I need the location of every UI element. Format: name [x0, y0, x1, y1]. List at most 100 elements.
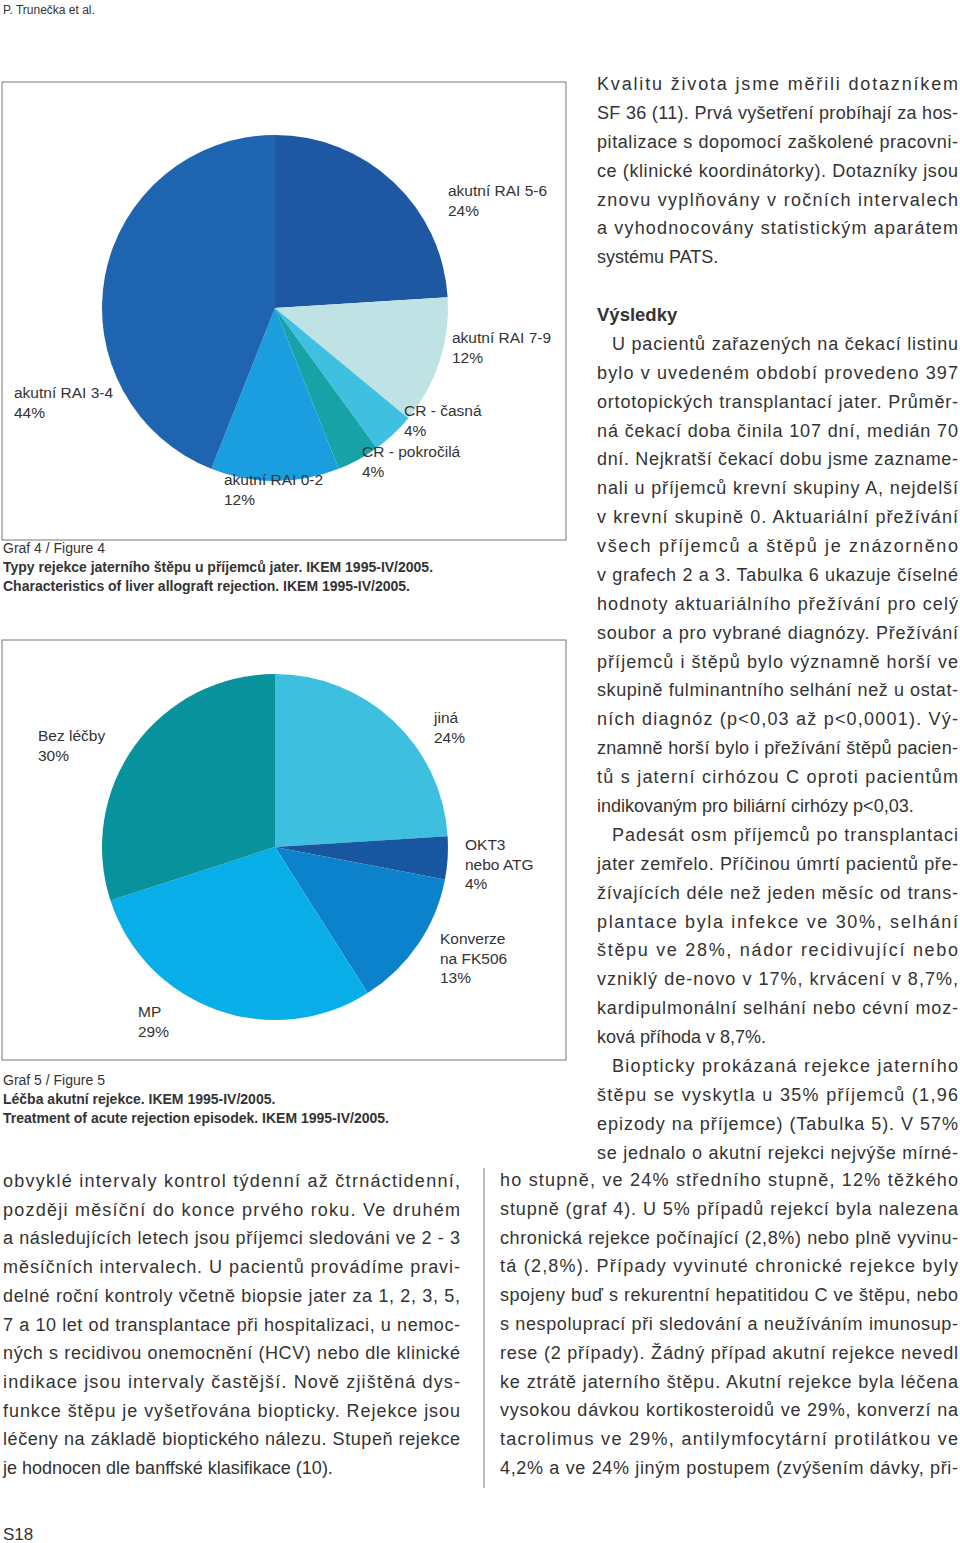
body-line: se jednalo o akutní rejekci nejvýše mírn…	[597, 1143, 958, 1163]
slice-value: 24%	[448, 202, 479, 219]
body-line: 4,2% a ve 24% jiným postupem (zvýšením d…	[500, 1458, 958, 1478]
body-line: indikace jsou intervaly častější. Nově z…	[3, 1372, 460, 1392]
caption-subtitle: Characteristics of liver allograft rejec…	[3, 578, 410, 594]
slice-value: 4%	[465, 875, 488, 892]
body-line: chronická rejekce počínající (2,8%) nebo…	[500, 1228, 958, 1248]
body-line: hodnoty aktuariálního přežívání pro celý	[597, 594, 958, 614]
slice-label: Konverzena FK506	[440, 930, 507, 967]
chart-frame	[2, 82, 566, 540]
body-line: tacrolimus ve 29%, antilymfocytární prot…	[500, 1429, 958, 1449]
body-line: je hodnocen dle banffské klasifikace (10…	[2, 1458, 333, 1478]
running-head: P. Trunečka et al.	[3, 3, 95, 17]
body-line: Padesát osm příjemců po transplantaci	[612, 825, 958, 845]
pie-chart: akutní RAI 5-6 24% akutní RAI 7-9 12% CR - č…	[2, 82, 566, 594]
body-line: ce (klinické koordinátorky). Dotazníky j…	[597, 161, 958, 181]
slice-value: 12%	[452, 349, 483, 366]
body-line: funkce štěpu je vyšetřována biopticky. R…	[3, 1401, 460, 1421]
body-line: žívajících déle než jeden měsíc od trans…	[597, 883, 958, 903]
page-number: S18	[3, 1525, 33, 1543]
body-line: znovu vyplňovány v ročních intervalech	[597, 190, 958, 210]
slice-label: jiná	[433, 709, 459, 726]
slice-value: 13%	[440, 969, 471, 986]
body-line: skupině fulminantního selhání než u osta…	[597, 680, 958, 700]
body-line: ných s recidivou onemocnění (HCV) nebo d…	[3, 1343, 460, 1363]
body-line: a vyhodnocovány statistickým aparátem	[597, 218, 958, 238]
body-line: kardipulmonální selhání nebo cévní moz-	[597, 998, 958, 1018]
slice-value: 24%	[434, 729, 465, 746]
body-line: 7 a 10 let od transplantace při hospital…	[3, 1315, 460, 1335]
section-heading: Výsledky	[597, 304, 678, 325]
body-line: vzniklý de-novo v 17%, krvácení v 8,7%,	[597, 969, 958, 989]
pie-slice	[275, 135, 448, 308]
slices	[102, 135, 448, 481]
pie-chart: jiná 24% OKT3nebo ATG 4% Konverzena FK506 13%…	[2, 640, 566, 1126]
slice-label: akutní RAI 5-6	[448, 182, 547, 199]
body-line: měsíčních intervalech. U pacientů provád…	[3, 1257, 460, 1277]
body-line: plantace byla infekce ve 30%, selhání	[597, 912, 958, 932]
caption-title: Typy rejekce jaterního štěpu u příjemců …	[3, 559, 433, 575]
body-line: ná čekací doba činila 107 dní, medián 70	[597, 421, 958, 441]
text-column: obvyklé intervaly kontrol týdenní až čtr…	[2, 1171, 460, 1478]
body-line: indikovaným pro biliární cirhózy p<0,03.	[597, 796, 914, 816]
body-line: jater zemřelo. Příčinou úmrtí pacientů p…	[596, 854, 958, 874]
slice-value: 30%	[38, 747, 69, 764]
body-line: v krevní skupině 0. Aktuariální přežíván…	[597, 507, 958, 527]
caption-title: Léčba akutní rejekce. IKEM 1995-IV/2005.	[3, 1091, 275, 1107]
figure-label: Graf 5 / Figure 5	[3, 1072, 105, 1088]
slice-label: Bez léčby	[38, 727, 105, 744]
body-line: ke ztrátě jaterního štěpu. Akutní rejekc…	[500, 1372, 959, 1392]
body-line: později měsíční do konce prvého roku. Ve…	[3, 1200, 460, 1220]
text-column: Kvalitu života jsme měřili dotazníkem SF …	[596, 74, 958, 1163]
body-line: obvyklé intervaly kontrol týdenní až čtr…	[3, 1171, 460, 1191]
slice-value: 12%	[224, 491, 255, 508]
slice-label: MP	[138, 1003, 161, 1020]
slice-label: akutní RAI 3-4	[14, 384, 113, 401]
figure-label: Graf 4 / Figure 4	[3, 540, 105, 556]
chart-frame	[2, 640, 566, 1060]
slice-label: akutní RAI 7-9	[452, 329, 551, 346]
text-column: ho stupně, ve 24% středního stupně, 12% …	[500, 1170, 959, 1478]
body-line: příjemců i štěpů bylo významně horší ve	[597, 652, 958, 672]
body-line: rese (2 případy). Žádný případ akutní re…	[500, 1343, 958, 1363]
slices	[102, 674, 448, 1020]
body-line: stupně (graf 4). U 5% případů rejekcí by…	[500, 1199, 959, 1219]
pie-slice	[102, 674, 275, 900]
body-line: SF 36 (11). Prvá vyšetření probíhají za …	[597, 103, 958, 123]
slice-value: 29%	[138, 1023, 169, 1040]
page: P. Trunečka et al.S18akutní RAI 5-624%ak…	[0, 0, 960, 1543]
body-line: bylo v uvedeném období provedeno 397	[597, 363, 958, 383]
body-line: epizody na příjemce) (Tabulka 5). V 57%	[597, 1114, 958, 1134]
body-line: všech příjemců a štěpů je znázorněno	[597, 536, 958, 556]
body-line: tá (2,8%). Případy vyvinuté chronické re…	[500, 1256, 958, 1276]
body-line: dní. Nejkratší čekací dobu jsme zazname-	[597, 449, 958, 469]
body-line: s nespoluprací při sledování a neužívání…	[500, 1314, 958, 1334]
slice-label: CR - pokročilá	[362, 443, 461, 460]
pie-slice	[275, 674, 448, 847]
body-line: znamně horší bylo i přežívání štěpů paci…	[597, 738, 958, 758]
pie-slice	[102, 135, 275, 469]
slice-value: 44%	[14, 404, 45, 421]
caption-subtitle: Treatment of acute rejection episodek. I…	[3, 1110, 389, 1126]
body-line: štěpu ve 28%, nádor recidivující nebo	[597, 940, 958, 960]
body-line: léčeny na základě bioptického nálezu. St…	[3, 1429, 460, 1449]
body-line: a následujících letech jsou příjemci sle…	[3, 1228, 460, 1248]
slice-label: OKT3nebo ATG	[465, 836, 534, 873]
body-line: ních diagnóz (p<0,03 až p<0,0001). Vý-	[597, 709, 958, 729]
slice-label: CR - časná	[404, 402, 482, 419]
column-rule	[484, 1168, 485, 1488]
body-line: soubor a pro vybrané diagnózy. Přežívání	[597, 623, 958, 643]
body-line: ortotopických transplantací jater. Průmě…	[597, 392, 958, 412]
body-line: ková příhoda v 8,7%.	[597, 1027, 766, 1047]
body-line: pitalizace s dopomocí zaškolené pracovni…	[597, 132, 958, 152]
slice-label: akutní RAI 0-2	[224, 471, 323, 488]
body-line: vysokou dávkou kortikosteroidů ve 29%, k…	[500, 1400, 959, 1420]
slice-value: 4%	[404, 422, 427, 439]
body-line: spojeny buď s rekurentní hepatitidou C v…	[500, 1285, 958, 1305]
body-line: Kvalitu života jsme měřili dotazníkem	[597, 74, 958, 94]
body-line: ho stupně, ve 24% středního stupně, 12% …	[500, 1170, 958, 1190]
body-line: U pacientů zařazených na čekací listinu	[612, 334, 958, 354]
body-line: Biopticky prokázaná rejekce jaterního	[612, 1056, 958, 1076]
body-line: delné roční kontroly včetně biopsie jate…	[3, 1286, 460, 1306]
body-line: systému PATS.	[597, 247, 718, 267]
body-line: tů s jaterní cirhózou C oproti pacientům	[597, 767, 958, 787]
